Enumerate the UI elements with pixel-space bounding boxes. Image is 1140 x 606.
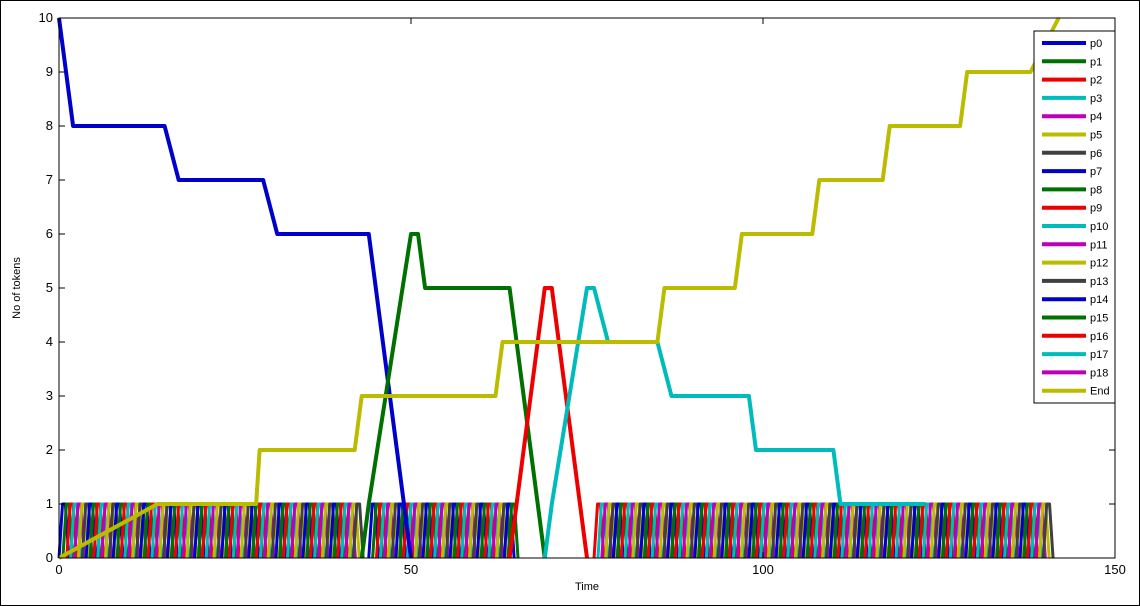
y-tick-label: 2 [46,442,53,457]
y-tick-label: 1 [46,496,53,511]
legend-label: End [1090,386,1110,398]
legend-label: p5 [1090,130,1102,142]
legend-label: p11 [1090,239,1108,251]
legend-label: p4 [1090,111,1102,123]
y-tick-label: 3 [46,388,53,403]
legend-label: p9 [1090,203,1102,215]
axis-ticks: 0 50 100 150 0 1 2 3 4 5 6 7 8 9 10 [39,10,1126,577]
oscillation-pulse [1037,502,1051,559]
series-line-end [58,17,1061,560]
oscillation-pulse [1041,502,1055,559]
legend-label: p13 [1090,276,1108,288]
legend: p0 p1 p2 p3 p4 p5 p6 p7 p8 p9 p10 p11 p12 p13 p14 p15 p1… [1033,30,1116,404]
y-tick-label: 5 [46,280,53,295]
legend-label: p12 [1090,258,1108,270]
series-line-p0 [57,17,413,559]
legend-label: p14 [1090,294,1108,306]
series-line-p2 [507,286,589,559]
y-tick-label: 6 [46,226,53,241]
y-axis-label: No of tokens [11,257,23,319]
legend-label: p7 [1090,166,1102,178]
x-axis-label: Time [575,581,599,593]
series-line-p1 [359,232,547,559]
series-lines [57,17,1061,560]
oscillation-pulse [351,502,365,559]
y-tick-label: 4 [46,334,53,349]
legend-box [1033,30,1116,404]
y-tick-label: 8 [46,118,53,133]
legend-label: p0 [1090,38,1102,50]
y-tick-label: 9 [46,64,53,79]
legend-label: p3 [1090,93,1102,105]
legend-label: p16 [1090,331,1108,343]
x-tick-label: 150 [1104,562,1126,577]
series-line-p3 [542,286,925,559]
oscillation-layer [57,502,1055,559]
legend-label: p10 [1090,221,1108,233]
oscillation-pulse [506,502,520,559]
oscillation-pulse [347,502,361,559]
y-tick-label: 7 [46,172,53,187]
x-tick-label: 0 [55,562,62,577]
legend-label: p15 [1090,313,1108,325]
x-tick-label: 100 [752,562,774,577]
legend-label: p17 [1090,349,1108,361]
y-tick-label: 10 [39,10,53,25]
legend-label: p2 [1090,75,1102,87]
y-tick-label: 0 [46,550,53,565]
legend-label: p6 [1090,148,1102,160]
x-tick-label: 50 [404,562,418,577]
legend-label: p18 [1090,367,1108,379]
legend-label: p1 [1090,56,1102,68]
legend-label: p8 [1090,184,1102,196]
